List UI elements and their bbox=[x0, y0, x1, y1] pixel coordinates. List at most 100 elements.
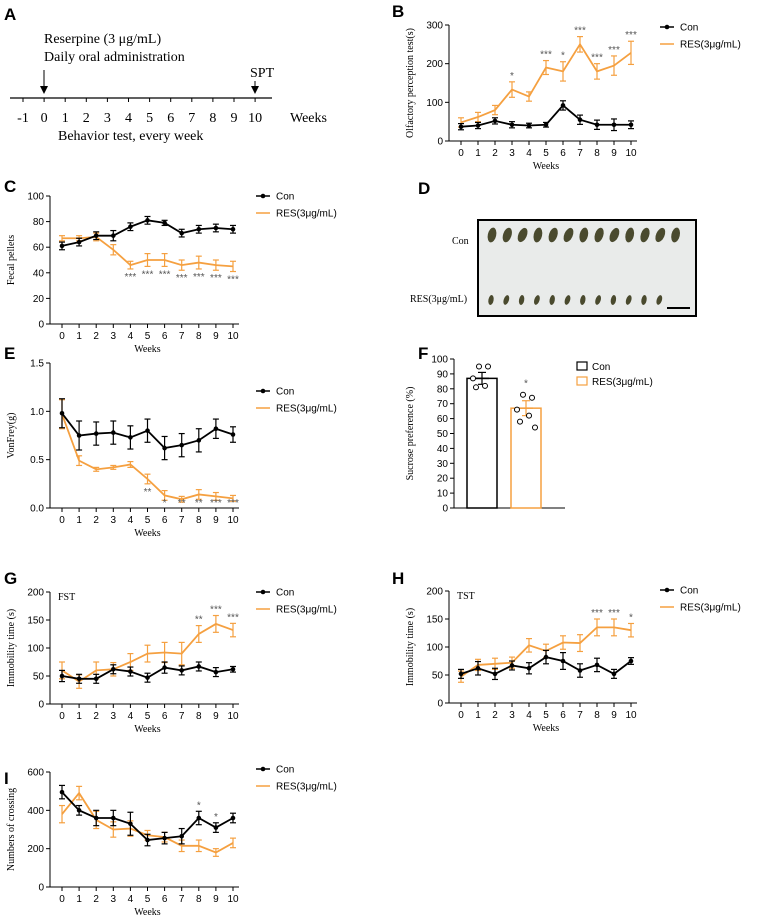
pellet-con bbox=[640, 227, 650, 243]
x-axis-label: Weeks bbox=[134, 344, 161, 355]
y-tick-label: 0 bbox=[38, 700, 44, 711]
pellet-con bbox=[655, 227, 666, 243]
timeline-ticks: -1 0 1 2 3 4 5 6 7 8 9 10 bbox=[17, 98, 262, 126]
bar-con bbox=[466, 377, 498, 509]
data-point-con bbox=[59, 673, 65, 679]
x-tick-label: 2 bbox=[492, 148, 498, 159]
timeline-administration-label: Daily oral administration bbox=[44, 50, 185, 65]
data-point-con bbox=[128, 821, 133, 827]
significance-star: *** bbox=[210, 273, 222, 284]
timeline-tick-label: 4 bbox=[125, 111, 132, 126]
data-point-con bbox=[560, 103, 566, 108]
data-point-con bbox=[577, 117, 583, 123]
panel-letter-c: C bbox=[4, 177, 16, 196]
x-tick-label: 9 bbox=[213, 331, 219, 342]
data-point-con bbox=[179, 442, 184, 448]
data-point-con bbox=[196, 226, 202, 232]
x-tick-label: 0 bbox=[59, 711, 65, 722]
significance-star: ** bbox=[144, 487, 152, 498]
bar-res bbox=[510, 407, 542, 509]
legend-marker-con bbox=[260, 388, 266, 394]
x-tick-label: 2 bbox=[93, 331, 99, 342]
panel-a-timeline: A Reserpine (3 μg/mL) Daily oral adminis… bbox=[4, 5, 327, 144]
panel-letter-i: I bbox=[4, 769, 9, 788]
x-tick-label: 4 bbox=[128, 515, 134, 526]
data-point-con bbox=[128, 435, 133, 440]
data-point-con bbox=[111, 233, 116, 238]
x-tick-label: 6 bbox=[162, 711, 168, 722]
timeline-start-arrowhead bbox=[40, 86, 48, 94]
pellet-con bbox=[609, 227, 620, 243]
significance-star: *** bbox=[227, 612, 239, 623]
x-tick-label: 3 bbox=[509, 148, 515, 159]
panel-letter-b: B bbox=[392, 2, 404, 21]
y-tick-label: 0 bbox=[38, 320, 44, 331]
y-tick-label: 30 bbox=[437, 459, 449, 470]
timeline-treatment-label: Reserpine (3 μg/mL) bbox=[44, 32, 161, 47]
y-tick-label: 100 bbox=[426, 643, 443, 654]
x-tick-label: 5 bbox=[543, 148, 549, 159]
x-axis-label: Weeks bbox=[533, 161, 560, 172]
x-tick-label: 7 bbox=[179, 894, 185, 905]
data-point-con bbox=[230, 432, 236, 437]
legend-label-con: Con bbox=[276, 588, 294, 599]
data-point-con bbox=[162, 220, 167, 226]
chart-f-bar: 0 10 20 30 40 50 60 70 80 90 100 Sucrose preference… bbox=[405, 355, 653, 515]
significance-star: *** bbox=[227, 275, 239, 286]
legend-marker-con bbox=[260, 589, 266, 595]
data-point-con bbox=[162, 445, 167, 451]
y-tick-label: 1.0 bbox=[30, 407, 44, 418]
y-axis-label: Immobility time (s) bbox=[6, 609, 17, 687]
y-tick-label: 600 bbox=[27, 768, 44, 779]
data-point-con bbox=[485, 363, 491, 370]
x-tick-label: 10 bbox=[227, 711, 239, 722]
pellet-res bbox=[610, 295, 617, 305]
data-point-con bbox=[526, 665, 532, 671]
chart-e: E 0.0 0.5 1.0 1.5 0 1 2 3 4 5 6 7 8 9 10 Weeks VonFrey(g)… bbox=[4, 344, 337, 539]
timeline-tick-label: 8 bbox=[209, 111, 216, 126]
pellet-res bbox=[518, 295, 525, 305]
data-point-con bbox=[492, 671, 498, 677]
x-tick-label: 3 bbox=[509, 710, 515, 721]
y-tick-label: 40 bbox=[437, 444, 449, 455]
x-tick-label: 2 bbox=[492, 710, 498, 721]
y-tick-label: 0 bbox=[437, 137, 443, 148]
x-tick-label: 5 bbox=[145, 331, 151, 342]
x-tick-label: 3 bbox=[111, 515, 117, 526]
x-tick-label: 5 bbox=[543, 710, 549, 721]
x-tick-label: 1 bbox=[76, 711, 82, 722]
pellet-con bbox=[533, 227, 543, 243]
legend-label-res: RES(3μg/mL) bbox=[680, 40, 741, 51]
x-axis-label: Weeks bbox=[533, 723, 560, 734]
data-point-con bbox=[111, 666, 116, 672]
significance-star: ** bbox=[178, 498, 186, 509]
data-point-con bbox=[476, 363, 482, 370]
y-tick-label: 100 bbox=[27, 644, 44, 655]
legend-label-res: RES(3μg/mL) bbox=[276, 404, 337, 415]
data-point-con bbox=[577, 668, 583, 673]
x-tick-label: 6 bbox=[162, 515, 168, 526]
data-point-con bbox=[196, 815, 202, 821]
x-tick-label: 1 bbox=[475, 710, 481, 721]
x-tick-label: 4 bbox=[128, 331, 134, 342]
x-tick-label: 10 bbox=[227, 894, 239, 905]
data-point-res bbox=[526, 412, 532, 419]
pellet-con bbox=[671, 227, 680, 243]
x-tick-label: 1 bbox=[76, 894, 82, 905]
significance-star: *** bbox=[227, 498, 239, 509]
y-tick-label: 100 bbox=[426, 98, 443, 109]
data-point-con bbox=[560, 658, 566, 664]
significance-star: *** bbox=[574, 26, 586, 37]
x-tick-label: 9 bbox=[611, 710, 617, 721]
legend-label-con: Con bbox=[592, 362, 610, 373]
x-axis-label: Weeks bbox=[134, 907, 161, 918]
significance-star: *** bbox=[210, 498, 222, 509]
x-tick-label: 7 bbox=[577, 148, 583, 159]
legend-label-res: RES(3μg/mL) bbox=[276, 782, 337, 793]
data-point-con bbox=[230, 815, 236, 821]
y-tick-label: 400 bbox=[27, 806, 44, 817]
timeline-tick-label: 0 bbox=[41, 111, 48, 126]
